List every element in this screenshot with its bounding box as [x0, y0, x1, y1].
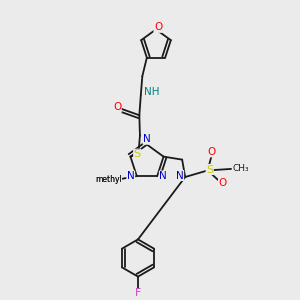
Text: CH₃: CH₃: [233, 164, 250, 173]
Text: S: S: [206, 164, 213, 175]
Text: N: N: [127, 171, 135, 181]
Text: N: N: [143, 134, 151, 144]
Text: O: O: [207, 147, 215, 157]
Text: N: N: [176, 170, 184, 181]
Text: O: O: [218, 178, 227, 188]
Text: O: O: [113, 102, 121, 112]
Text: methyl: methyl: [95, 175, 122, 184]
Text: O: O: [154, 22, 162, 32]
Text: methyl: methyl: [95, 175, 122, 184]
Text: NH: NH: [144, 87, 159, 98]
Text: N: N: [159, 171, 167, 181]
Text: F: F: [135, 288, 141, 298]
Text: S: S: [134, 149, 141, 159]
